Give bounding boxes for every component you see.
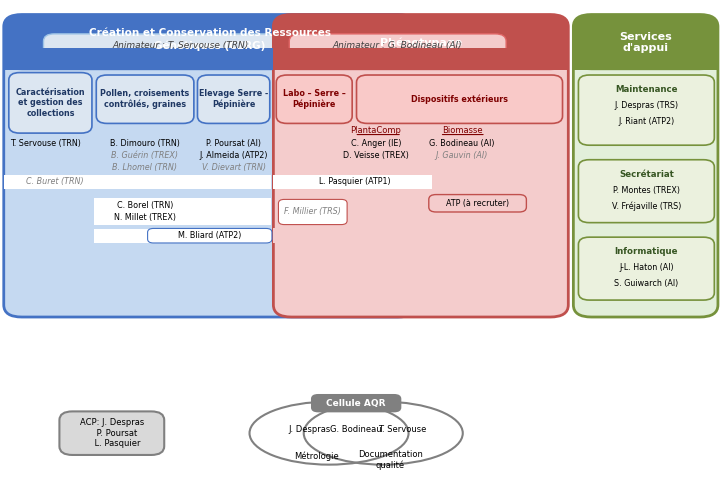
Text: Secrétariat: Secrétariat <box>619 170 674 179</box>
Text: J. Despras: J. Despras <box>288 425 330 434</box>
FancyBboxPatch shape <box>356 75 562 123</box>
Text: N. Millet (TREX): N. Millet (TREX) <box>114 213 176 222</box>
FancyBboxPatch shape <box>4 175 271 189</box>
Text: PlantaComp: PlantaComp <box>351 126 401 135</box>
FancyBboxPatch shape <box>4 15 416 317</box>
Text: J. Almeida (ATP2): J. Almeida (ATP2) <box>200 151 268 160</box>
Text: G. Bodineau: G. Bodineau <box>330 425 382 434</box>
Text: Dispositifs extérieurs: Dispositifs extérieurs <box>411 94 508 104</box>
FancyBboxPatch shape <box>94 211 271 225</box>
Text: Création et Conservation des Ressources
Génétiques (C2RG): Création et Conservation des Ressources … <box>89 29 330 51</box>
Text: Labo – Serre –
Pépinière: Labo – Serre – Pépinière <box>283 89 346 109</box>
Text: F. Millier (TRS): F. Millier (TRS) <box>284 208 341 216</box>
Text: C. Anger (IE): C. Anger (IE) <box>351 139 401 148</box>
FancyBboxPatch shape <box>96 75 194 123</box>
Text: D. Veisse (TREX): D. Veisse (TREX) <box>343 151 409 160</box>
FancyBboxPatch shape <box>311 394 401 412</box>
Text: G. Bodineau (AI): G. Bodineau (AI) <box>429 139 494 148</box>
Text: V. Fréjaville (TRS): V. Fréjaville (TRS) <box>612 201 681 211</box>
Text: V. Dievart (TRN): V. Dievart (TRN) <box>202 163 265 172</box>
Text: Pollen, croisements
contrôlés, graines: Pollen, croisements contrôlés, graines <box>100 89 189 109</box>
Text: T. Servouse: T. Servouse <box>378 425 427 434</box>
Text: Caractérisation
et gestion des
collections: Caractérisation et gestion des collectio… <box>16 88 85 118</box>
FancyBboxPatch shape <box>94 198 271 212</box>
Text: J. Riant (ATP2): J. Riant (ATP2) <box>618 117 675 126</box>
Text: J-L. Haton (AI): J-L. Haton (AI) <box>619 263 674 272</box>
Text: C. Buret (TRN): C. Buret (TRN) <box>25 178 83 186</box>
FancyBboxPatch shape <box>4 48 416 70</box>
FancyBboxPatch shape <box>573 15 718 317</box>
Text: J. Gauvin (AI): J. Gauvin (AI) <box>435 151 487 160</box>
Text: Services
d'appui: Services d'appui <box>620 31 672 53</box>
Text: ACP: J. Despras
    P. Poursat
    L. Pasquier: ACP: J. Despras P. Poursat L. Pasquier <box>80 418 144 448</box>
FancyBboxPatch shape <box>197 75 270 123</box>
FancyBboxPatch shape <box>273 15 568 70</box>
FancyBboxPatch shape <box>273 175 432 189</box>
Text: Biomasse: Biomasse <box>442 126 483 135</box>
FancyBboxPatch shape <box>273 48 568 70</box>
FancyBboxPatch shape <box>59 411 164 455</box>
Text: B. Dimouro (TRN): B. Dimouro (TRN) <box>110 139 179 148</box>
FancyBboxPatch shape <box>573 48 718 70</box>
Text: Animateur : G. Bodineau (AI): Animateur : G. Bodineau (AI) <box>333 42 463 50</box>
Text: Métrologie: Métrologie <box>294 451 338 461</box>
Text: L. Pasquier (ATP1): L. Pasquier (ATP1) <box>319 178 390 186</box>
Text: P. Poursat (AI): P. Poursat (AI) <box>206 139 261 148</box>
FancyBboxPatch shape <box>276 75 352 123</box>
FancyBboxPatch shape <box>578 160 714 223</box>
Text: J. Despras (TRS): J. Despras (TRS) <box>615 101 678 110</box>
Text: Animateur : T. Servouse (TRN): Animateur : T. Servouse (TRN) <box>113 42 249 50</box>
FancyBboxPatch shape <box>9 73 92 133</box>
FancyBboxPatch shape <box>273 15 568 317</box>
Text: P. Montes (TREX): P. Montes (TREX) <box>613 186 680 195</box>
Text: C. Borel (TRN): C. Borel (TRN) <box>116 201 173 210</box>
Text: Informatique: Informatique <box>615 247 678 256</box>
FancyBboxPatch shape <box>43 34 318 58</box>
Text: B. Guérin (TREX): B. Guérin (TREX) <box>111 151 178 160</box>
Text: Elevage Serre -
Pépinière: Elevage Serre - Pépinière <box>199 89 268 109</box>
Text: Phénotypage: Phénotypage <box>380 37 462 47</box>
FancyBboxPatch shape <box>429 195 526 212</box>
FancyBboxPatch shape <box>147 228 272 243</box>
FancyBboxPatch shape <box>278 199 347 225</box>
FancyBboxPatch shape <box>273 228 353 243</box>
Text: Documentation
qualité: Documentation qualité <box>358 450 423 470</box>
Text: ATP (à recruter): ATP (à recruter) <box>445 199 509 208</box>
FancyBboxPatch shape <box>578 237 714 300</box>
Text: Cellule AQR: Cellule AQR <box>326 399 385 408</box>
Text: M. Bliard (ATP2): M. Bliard (ATP2) <box>178 231 241 240</box>
FancyBboxPatch shape <box>4 15 416 70</box>
FancyBboxPatch shape <box>289 34 506 58</box>
Text: Maintenance: Maintenance <box>615 85 677 94</box>
FancyBboxPatch shape <box>578 75 714 145</box>
Text: S. Guiwarch (AI): S. Guiwarch (AI) <box>615 279 678 288</box>
FancyBboxPatch shape <box>94 229 271 243</box>
FancyBboxPatch shape <box>573 15 718 70</box>
Text: B. Lhomel (TRN): B. Lhomel (TRN) <box>112 163 177 172</box>
Text: T. Servouse (TRN): T. Servouse (TRN) <box>10 139 81 148</box>
